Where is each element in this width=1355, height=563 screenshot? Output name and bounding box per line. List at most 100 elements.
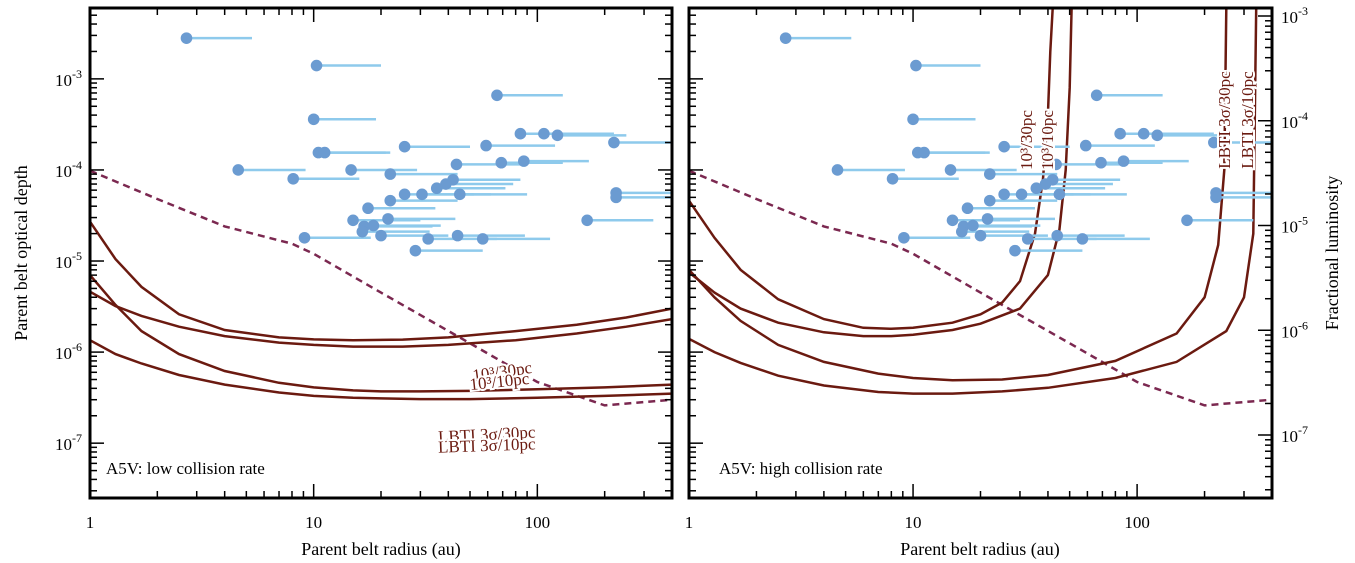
belt-point-high-27 bbox=[1210, 191, 1222, 204]
belt-point-low-26 bbox=[384, 194, 397, 207]
x-axis-title-left: Parent belt radius (au) bbox=[301, 539, 460, 560]
x-tick-label-high-1: 1 bbox=[685, 513, 694, 532]
belt-point-high-17 bbox=[983, 168, 996, 180]
belt-point-low-36 bbox=[298, 231, 311, 244]
curve-label-high-3: LBTI 3σ/10pc bbox=[1238, 71, 1257, 169]
plot-frame-left bbox=[88, 6, 674, 500]
belt-point-low-9 bbox=[608, 136, 620, 149]
curve-label-low-3: LBTI 3σ/10pc bbox=[438, 434, 537, 456]
y-tick-label-left--5: 10-5 bbox=[55, 249, 82, 272]
belt-point-low-5 bbox=[538, 127, 550, 140]
belt-point-low-24 bbox=[453, 188, 466, 201]
belt-point-low-17 bbox=[384, 168, 397, 180]
belt-point-low-34 bbox=[356, 225, 369, 238]
sensitivity-curve-high-3 bbox=[689, 8, 1258, 395]
curve-label-high-2: LBTI 3σ/30pc bbox=[1215, 71, 1234, 169]
belt-point-high-23 bbox=[998, 188, 1010, 201]
belt-point-high-30 bbox=[981, 213, 994, 225]
belt-point-high-2 bbox=[1090, 89, 1103, 102]
belt-point-high-32 bbox=[967, 219, 979, 232]
belt-point-high-18 bbox=[886, 172, 899, 185]
belt-point-high-26 bbox=[983, 194, 996, 207]
sensitivity-curve-low-1 bbox=[90, 290, 672, 348]
y-tick-label-right--5: 10-5 bbox=[1281, 214, 1308, 237]
belt-point-low-11 bbox=[318, 146, 331, 159]
belt-point-low-27 bbox=[610, 191, 622, 204]
belt-point-high-29 bbox=[946, 214, 959, 227]
x-tick-label-high-100: 100 bbox=[1124, 513, 1150, 532]
plot-frame-right bbox=[687, 6, 1274, 500]
x-tick-label-low-100: 100 bbox=[525, 513, 551, 532]
sensitivity-curve-low-0 bbox=[90, 220, 672, 342]
belt-point-high-5 bbox=[1137, 127, 1150, 140]
y-tick-label-left--6: 10-6 bbox=[55, 340, 82, 363]
y-tick-label-left--7: 10-7 bbox=[55, 431, 82, 454]
belt-point-high-12 bbox=[1095, 156, 1107, 169]
belt-point-high-38 bbox=[1051, 229, 1064, 242]
belt-point-high-15 bbox=[944, 164, 957, 176]
x-axis-title-right: Parent belt radius (au) bbox=[900, 539, 1059, 560]
sensitivity-curve-high-2 bbox=[689, 8, 1228, 382]
curve-label-high-0: 10³/30pc bbox=[1017, 110, 1036, 170]
belt-point-high-8 bbox=[1079, 139, 1092, 152]
belt-point-low-21 bbox=[430, 182, 443, 195]
belt-point-high-0 bbox=[779, 32, 792, 44]
belt-point-high-28 bbox=[961, 202, 974, 215]
x-tick-label-low-10: 10 bbox=[305, 513, 322, 532]
belt-point-high-22 bbox=[1015, 188, 1028, 201]
dashed-limit-curve-high bbox=[689, 169, 1272, 407]
belt-point-low-1 bbox=[310, 59, 323, 72]
curve-label-high-1: 10³/10pc bbox=[1038, 110, 1057, 170]
y-tick-label-right--4: 10-4 bbox=[1281, 109, 1308, 132]
belt-point-high-9 bbox=[1208, 136, 1220, 149]
belt-point-low-13 bbox=[518, 155, 530, 167]
y-tick-label-left--3: 10-3 bbox=[55, 67, 82, 90]
belt-point-low-14 bbox=[232, 164, 245, 176]
belt-point-low-18 bbox=[287, 172, 299, 185]
belt-point-high-7 bbox=[998, 140, 1010, 153]
belt-point-high-14 bbox=[831, 164, 844, 176]
panel-label-low: A5V: low collision rate bbox=[106, 459, 265, 478]
y-axis-title-right: Fractional luminosity bbox=[1322, 176, 1342, 331]
belt-point-low-2 bbox=[491, 89, 503, 102]
panel-high-collision: 10³/30pc 10³/10pc LBTI 3σ/30pc LBTI 3σ/10pc… bbox=[687, 6, 1274, 500]
belt-point-low-7 bbox=[398, 140, 411, 153]
belt-point-low-37 bbox=[422, 233, 434, 245]
belt-point-low-38 bbox=[451, 229, 464, 242]
belt-point-low-28 bbox=[362, 202, 374, 215]
panel-label-high: A5V: high collision rate bbox=[719, 459, 883, 478]
y-tick-label-right--6: 10-6 bbox=[1281, 318, 1308, 341]
y-axis-title-left: Parent belt optical depth bbox=[11, 165, 31, 340]
belt-point-low-0 bbox=[180, 32, 193, 44]
belt-point-high-3 bbox=[907, 113, 919, 126]
sensitivity-curve-low-2 bbox=[90, 274, 672, 393]
belt-point-low-35 bbox=[375, 229, 387, 242]
belt-point-low-39 bbox=[476, 233, 489, 245]
belt-point-low-29 bbox=[347, 214, 359, 227]
belt-point-high-4 bbox=[1114, 127, 1126, 140]
belt-point-high-37 bbox=[1021, 233, 1034, 245]
belt-point-high-34 bbox=[955, 225, 968, 238]
belt-point-low-3 bbox=[307, 113, 320, 126]
sensitivity-curve-high-1 bbox=[689, 8, 1073, 338]
belt-point-high-1 bbox=[910, 59, 922, 72]
x-tick-label-high-10: 10 bbox=[905, 513, 922, 532]
belt-point-low-16 bbox=[450, 158, 463, 171]
belt-point-high-21 bbox=[1030, 182, 1043, 195]
dashed-limit-curve-low bbox=[90, 169, 672, 407]
belt-point-low-20 bbox=[440, 178, 452, 190]
belt-point-high-20 bbox=[1039, 178, 1052, 190]
belt-point-low-15 bbox=[345, 164, 357, 176]
belt-point-high-24 bbox=[1053, 188, 1066, 201]
belt-point-high-35 bbox=[974, 229, 987, 242]
belt-point-high-39 bbox=[1076, 233, 1089, 245]
belt-point-low-32 bbox=[367, 219, 380, 232]
belt-point-high-11 bbox=[918, 146, 930, 159]
sensitivity-curve-high-0 bbox=[689, 8, 1054, 331]
belt-point-low-4 bbox=[514, 127, 527, 140]
belt-point-high-36 bbox=[898, 231, 910, 244]
y-tick-label-right--3: 10-3 bbox=[1281, 4, 1308, 27]
belt-point-low-22 bbox=[416, 188, 428, 201]
